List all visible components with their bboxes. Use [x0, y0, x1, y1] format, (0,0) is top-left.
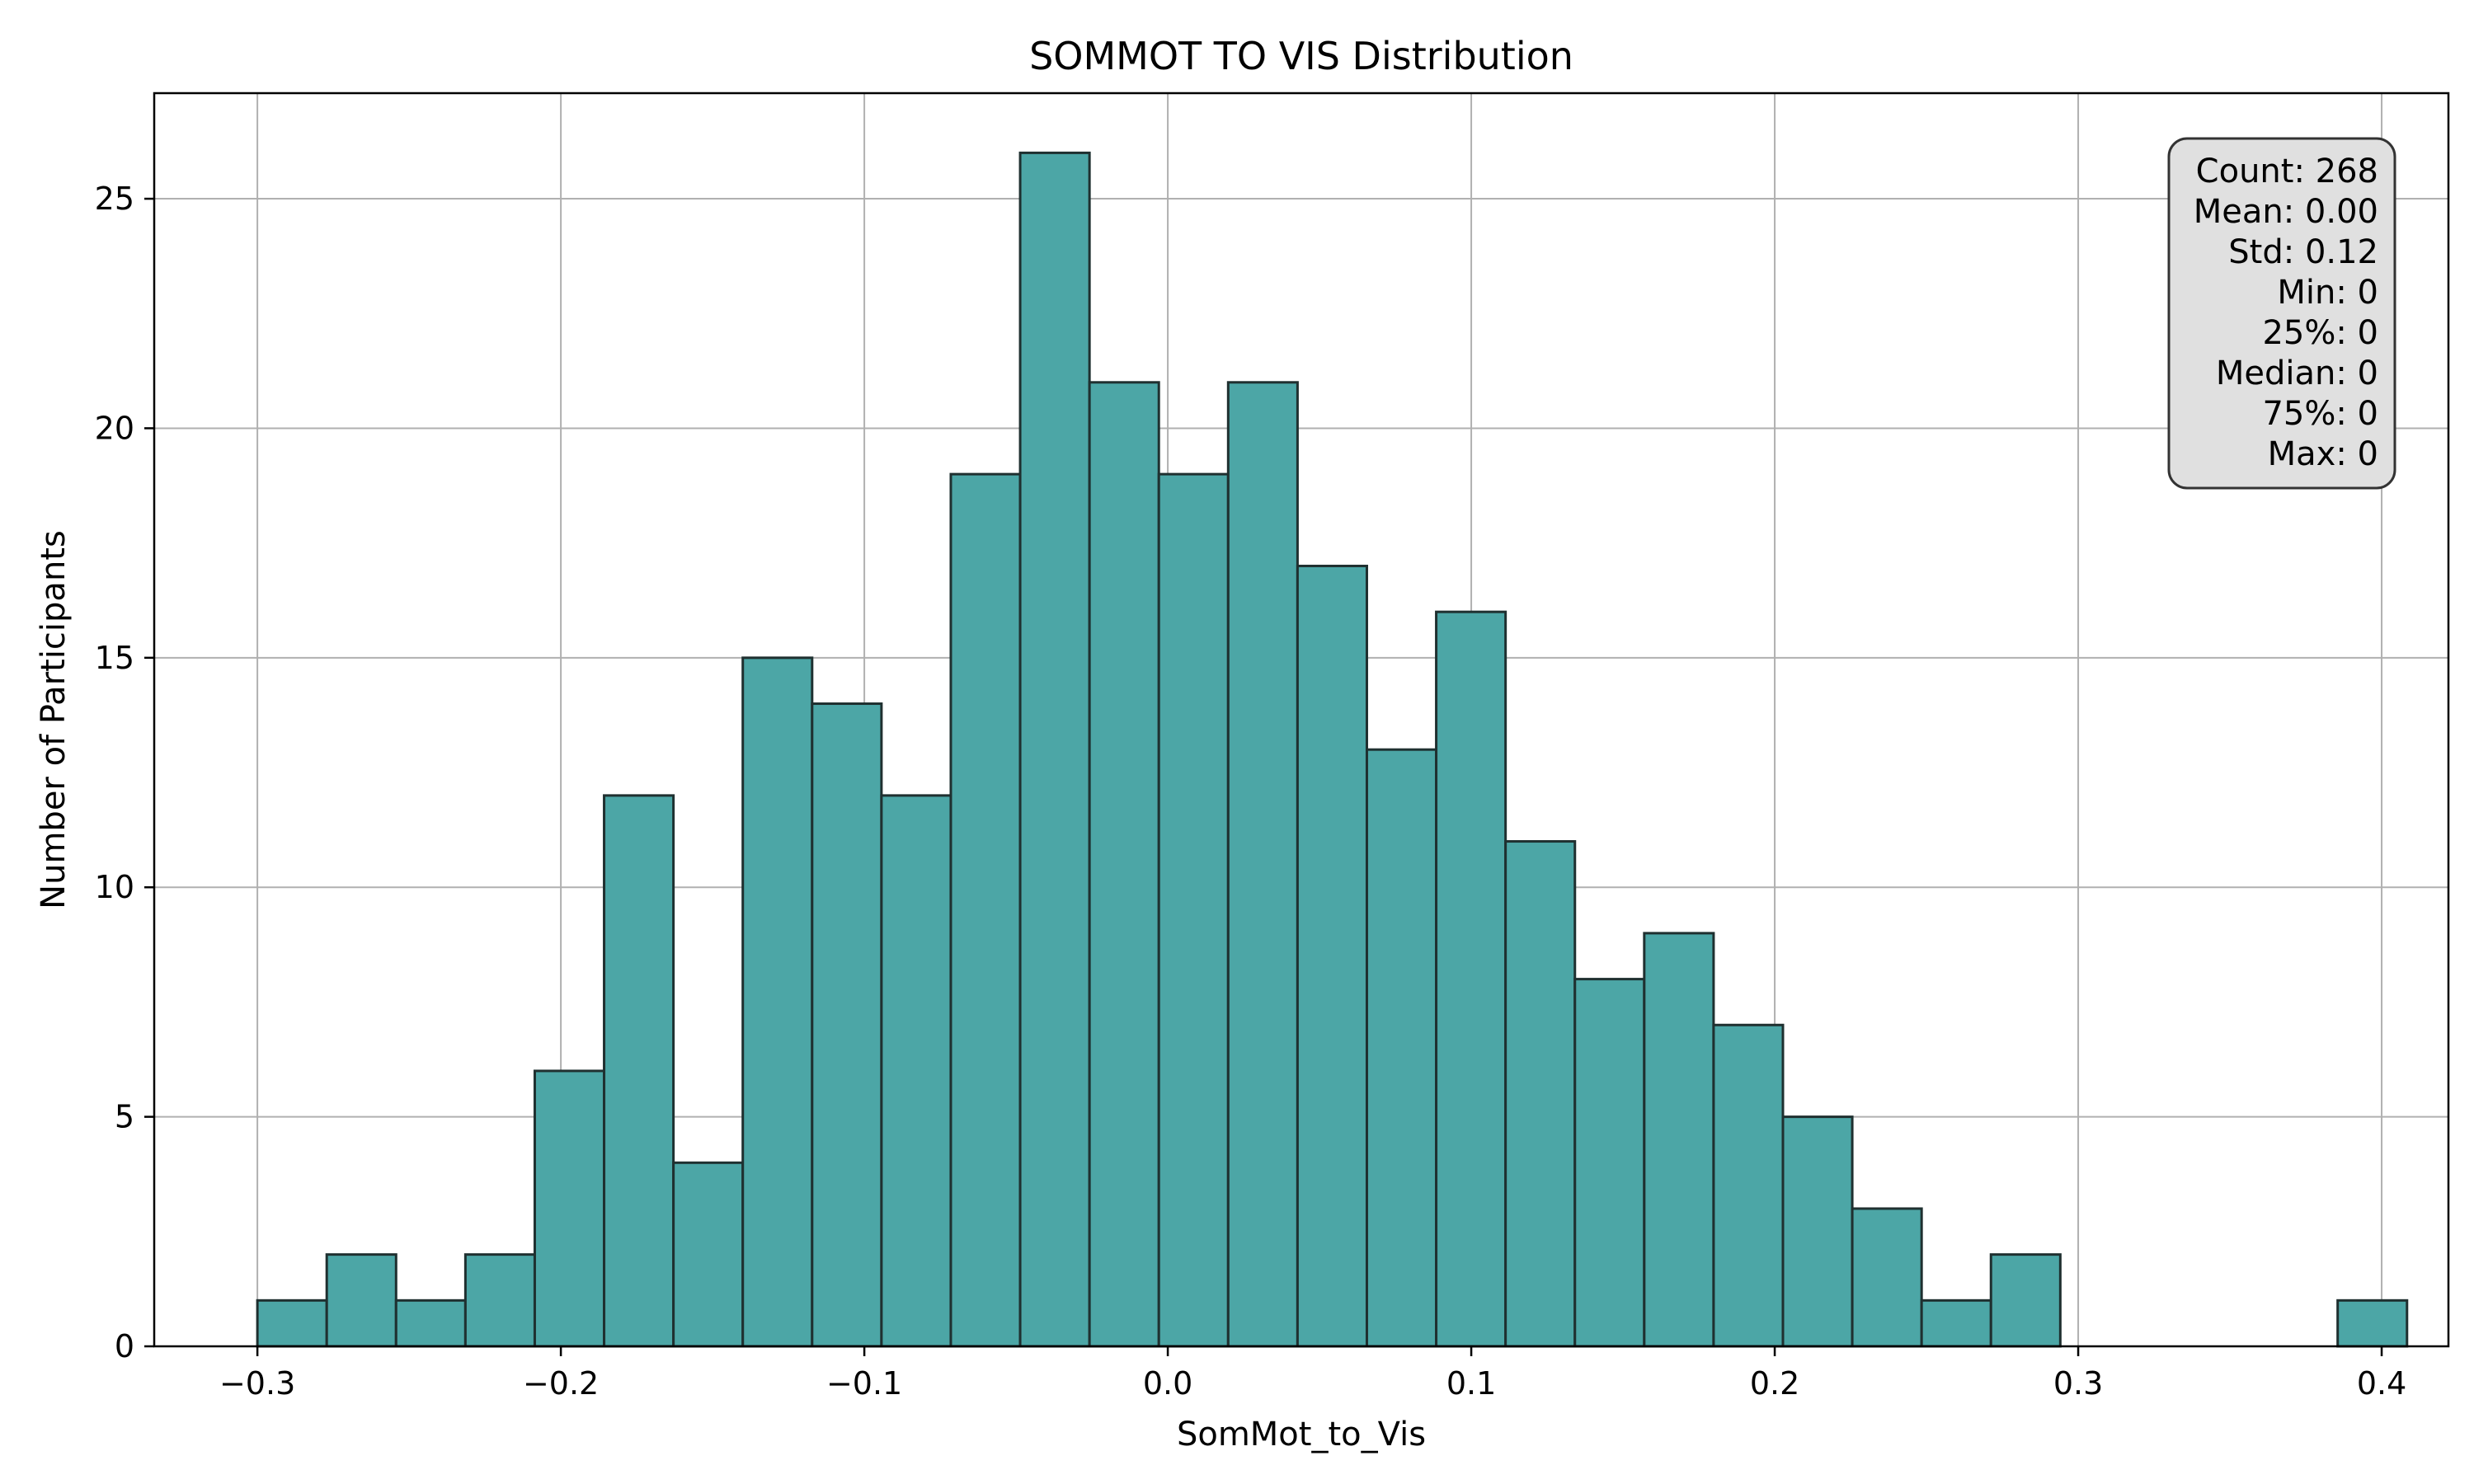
- y-tick-label: 10: [95, 869, 134, 905]
- plot-frame: [153, 92, 2450, 1348]
- stats-line: Min: 0: [2277, 274, 2378, 312]
- y-tick-label: 15: [95, 640, 134, 676]
- y-tick-label: 0: [115, 1328, 134, 1364]
- histogram-bar: [811, 702, 883, 1348]
- histogram-bar: [1851, 1207, 1923, 1348]
- histogram-bar: [1920, 1298, 1992, 1348]
- histogram-bar: [672, 1161, 745, 1348]
- stats-line: 25%: 0: [2262, 314, 2378, 352]
- histogram-bar: [463, 1253, 536, 1348]
- histogram-bar: [533, 1069, 606, 1348]
- histogram-bar: [1643, 932, 1715, 1348]
- histogram-bar: [1989, 1253, 2062, 1348]
- histogram-bar: [1712, 1023, 1785, 1348]
- x-tick-label: 0.3: [2053, 1365, 2103, 1402]
- x-tick-label: 0.0: [1143, 1365, 1192, 1402]
- x-tick-label: 0.4: [2357, 1365, 2406, 1402]
- histogram-bar: [325, 1253, 397, 1348]
- stats-line: Mean: 0.00: [2194, 193, 2378, 231]
- x-axis-label: SomMot_to_Vis: [1177, 1416, 1426, 1453]
- ticks-layer: −0.3 −0.2 −0.1 0.0 0.1 0.2 0.3 0.4 0 5 10 15 20 25: [95, 181, 2407, 1402]
- histogram-bar: [1781, 1115, 1854, 1348]
- stats-line: Count: 268: [2196, 153, 2378, 190]
- histogram-bar: [256, 1298, 328, 1348]
- x-tick-label: −0.3: [219, 1365, 295, 1402]
- histogram-bar: [1088, 381, 1160, 1348]
- y-tick-label: 25: [95, 181, 134, 217]
- y-axis-label: Number of Participants: [35, 530, 73, 909]
- stats-line: Median: 0: [2216, 355, 2378, 392]
- histogram-bar: [949, 472, 1022, 1348]
- histogram-bar: [1504, 840, 1577, 1348]
- histogram-bar: [741, 656, 814, 1348]
- y-tick-label: 5: [115, 1099, 134, 1135]
- histogram-bar: [2336, 1298, 2409, 1348]
- stats-line: Max: 0: [2268, 435, 2378, 473]
- x-tick-label: 0.1: [1446, 1365, 1496, 1402]
- y-tick-label: 20: [95, 410, 134, 446]
- histogram-bar: [603, 794, 675, 1348]
- histogram-bar: [394, 1298, 467, 1348]
- histogram-bar: [1296, 564, 1368, 1348]
- stats-box-background: [2167, 137, 2396, 490]
- chart-title: SOMMOT TO VIS Distribution: [1029, 34, 1573, 78]
- histogram-bar: [1157, 472, 1230, 1348]
- x-tick-label: −0.1: [826, 1365, 902, 1402]
- stats-line: Std: 0.12: [2228, 233, 2378, 271]
- histogram-bar: [880, 794, 952, 1348]
- histogram-bar: [1365, 748, 1438, 1348]
- stats-line: 75%: 0: [2262, 395, 2378, 433]
- histogram-bar: [1226, 381, 1299, 1348]
- bars-layer: [256, 151, 2409, 1348]
- histogram-bar: [1573, 978, 1646, 1348]
- x-tick-label: −0.2: [523, 1365, 599, 1402]
- histogram-bar: [1018, 151, 1091, 1348]
- histogram-bar: [1435, 610, 1507, 1348]
- x-tick-label: 0.2: [1750, 1365, 1799, 1402]
